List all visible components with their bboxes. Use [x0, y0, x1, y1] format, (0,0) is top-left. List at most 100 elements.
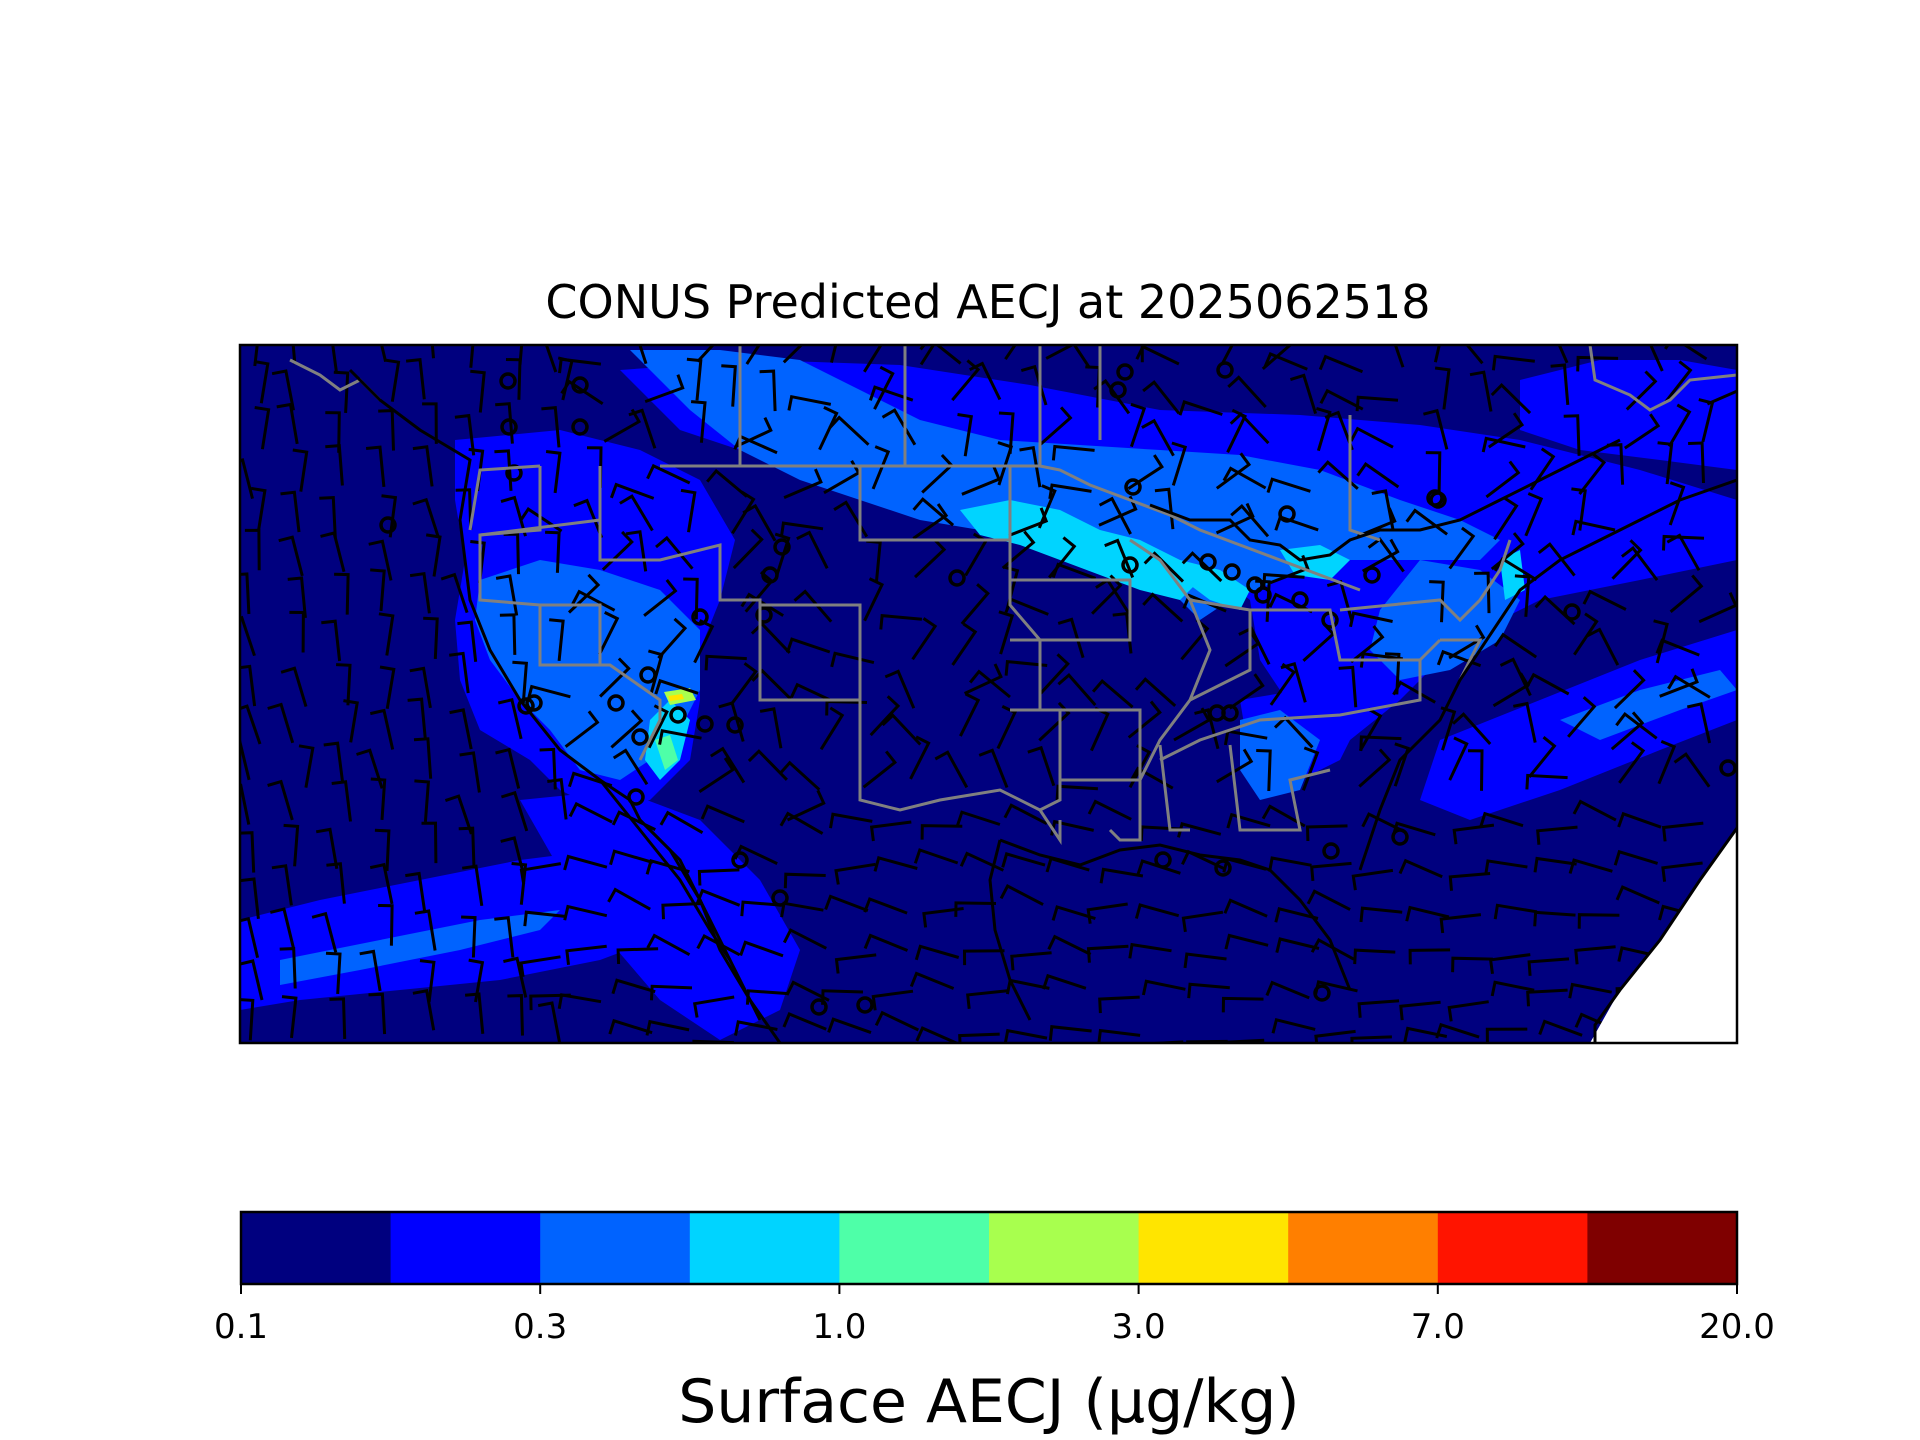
wind-barb [329, 997, 347, 1039]
wind-barb [1003, 803, 1048, 826]
wind-barb [1657, 441, 1674, 485]
wind-barb [1265, 980, 1310, 1000]
calm-circle [499, 372, 517, 390]
field-great-lakes-smoke [1180, 560, 1250, 610]
wind-barb [370, 777, 387, 821]
wind-barb [869, 695, 901, 737]
wind-barb [505, 358, 522, 400]
wind-barb [1181, 551, 1223, 583]
calm-circle [731, 851, 749, 869]
wind-barb [503, 532, 520, 575]
wind-barb [1051, 562, 1097, 580]
wind-barb [1618, 741, 1646, 784]
calm-circle [1391, 828, 1409, 846]
wind-barb [405, 357, 426, 400]
wind-barb [1620, 545, 1659, 582]
calm-circle [761, 566, 779, 584]
wind-barb [425, 533, 442, 577]
wind-barb [1533, 856, 1577, 873]
wind-barb [998, 411, 1015, 454]
wind-barb [1359, 735, 1402, 751]
wind-barb [1129, 766, 1174, 790]
calm-circle [1563, 603, 1581, 621]
wind-barb [1057, 617, 1085, 659]
calm-circle [1278, 505, 1296, 523]
field-northeast-outflow [1370, 560, 1520, 680]
wind-barb [740, 592, 784, 617]
wind-barb [1448, 526, 1476, 570]
wind-barb [978, 748, 1009, 789]
wind-barb [956, 810, 1001, 826]
wind-barb [1574, 945, 1616, 965]
chart-title: CONUS Predicted AECJ at 2025062518 [545, 275, 1430, 329]
wind-barb [240, 877, 260, 919]
wind-barb [369, 708, 395, 750]
wind-barb [645, 1019, 690, 1036]
wind-barb [289, 610, 305, 653]
wind-barb [824, 894, 869, 913]
coast-mexico-west [638, 818, 782, 1043]
wind-barb [240, 458, 254, 499]
wind-barb [518, 345, 524, 365]
wind-barb [747, 749, 788, 781]
wind-barb [1038, 701, 1071, 742]
wind-barb [1048, 483, 1092, 500]
wind-barb [611, 978, 656, 995]
wind-barb [912, 497, 955, 527]
wind-barb [793, 589, 833, 623]
wind-barb [1229, 411, 1270, 445]
field-northern-plains-smoke [960, 500, 1200, 600]
calm-circle [639, 666, 657, 684]
wind-barb [1356, 462, 1400, 489]
wind-barb [1215, 502, 1255, 535]
coast-pacific [348, 368, 762, 1021]
wind-barb [909, 735, 931, 780]
wind-barb [1001, 530, 1036, 570]
wind-barb [379, 665, 396, 710]
wind-barb [1433, 345, 1441, 363]
wind-barb [1349, 426, 1394, 449]
wind-barb [951, 359, 981, 402]
wind-barb [1010, 951, 1052, 971]
calm-circle [571, 376, 589, 394]
wind-barb [378, 904, 394, 946]
wind-barb [1698, 398, 1715, 443]
wind-barb [1087, 799, 1132, 821]
wind-barb [271, 369, 295, 411]
wind-barb [254, 406, 271, 450]
wind-barb [1262, 573, 1305, 589]
wind-barb [750, 621, 791, 654]
wind-barb [1221, 996, 1264, 1013]
calm-circle [773, 538, 791, 556]
wind-barb [1182, 593, 1227, 613]
wind-barb [834, 953, 877, 974]
colorbar-bin-6 [1138, 1212, 1289, 1284]
wind-barb [759, 369, 777, 412]
colorbar-tick-label: 3.0 [1112, 1307, 1166, 1347]
wind-barb [963, 663, 1003, 695]
wind-barb [1610, 711, 1645, 751]
field-sw-gulf [520, 790, 800, 1040]
wind-barb [1537, 542, 1576, 577]
wind-barb [786, 789, 826, 822]
wind-barb [1141, 979, 1186, 996]
state-lines-mountain [598, 466, 862, 702]
wind-barb [1226, 812, 1271, 829]
wind-barb [1439, 913, 1482, 934]
wind-barb [1529, 447, 1556, 491]
colorbar-bin-3 [689, 1212, 840, 1284]
wind-barb [1318, 354, 1364, 374]
wind-barb [457, 620, 478, 662]
border-canada [660, 464, 1361, 592]
wind-barb [863, 577, 885, 622]
coast-atlantic [1358, 478, 1737, 871]
colorbar [241, 1212, 1738, 1284]
wind-barb [1649, 345, 1664, 372]
wind-barb [698, 757, 735, 793]
colorbar-tick-label: 0.3 [513, 1307, 567, 1347]
wind-barb [1582, 589, 1627, 611]
wind-barb [909, 971, 955, 990]
wind-barb [1183, 952, 1227, 969]
wind-barb [1688, 441, 1705, 484]
wind-barb [1572, 799, 1617, 822]
